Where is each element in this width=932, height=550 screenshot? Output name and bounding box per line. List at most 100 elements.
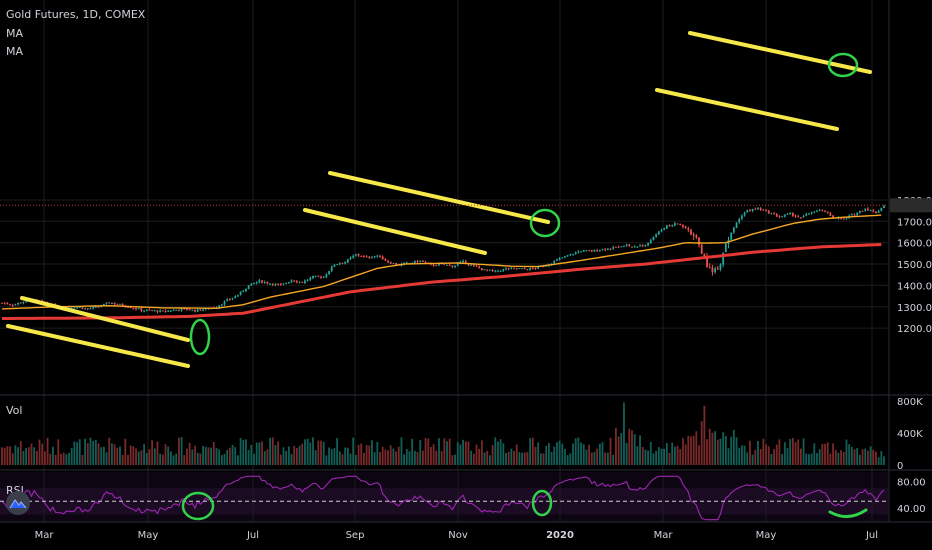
volume-bar bbox=[309, 442, 312, 465]
candle-body bbox=[148, 309, 151, 311]
candle-body bbox=[706, 256, 708, 268]
rsi-line bbox=[1, 475, 885, 521]
volume-bar bbox=[140, 450, 143, 465]
candle-body bbox=[92, 307, 95, 309]
volume-bar bbox=[547, 443, 550, 465]
candle-body bbox=[609, 248, 612, 250]
volume-bar bbox=[829, 453, 832, 465]
volume-bar bbox=[65, 454, 68, 465]
candle-body bbox=[298, 281, 301, 283]
volume-bar bbox=[253, 453, 255, 465]
volume-bar bbox=[834, 449, 837, 465]
candle-body bbox=[842, 218, 845, 220]
volume-bar bbox=[183, 455, 186, 465]
volume-bar bbox=[363, 452, 365, 465]
candle-body bbox=[274, 283, 277, 286]
volume-bar bbox=[513, 451, 515, 465]
candle-body bbox=[226, 299, 229, 302]
volume-bar bbox=[765, 444, 767, 465]
volume-bar bbox=[161, 454, 164, 465]
time-tick-label: Nov bbox=[448, 530, 468, 541]
volume-bar bbox=[325, 455, 328, 465]
volume-bar bbox=[783, 442, 786, 465]
candle-body bbox=[438, 263, 440, 266]
candle-body bbox=[312, 275, 314, 279]
volume-bar bbox=[446, 441, 448, 465]
candle-body bbox=[135, 308, 137, 310]
candle-body bbox=[231, 297, 234, 300]
candle-body bbox=[451, 265, 454, 268]
volume-bar bbox=[778, 439, 781, 465]
candle-body bbox=[850, 214, 853, 216]
candle-body bbox=[446, 264, 448, 266]
volume-bar bbox=[282, 447, 285, 465]
candle-body bbox=[242, 290, 245, 292]
candle-body bbox=[606, 248, 609, 250]
candle-body bbox=[759, 208, 762, 211]
candle-body bbox=[151, 309, 154, 311]
volume-bar bbox=[700, 421, 703, 465]
time-tick-label: Mar bbox=[35, 530, 55, 541]
volume-bar bbox=[320, 440, 322, 465]
candle-body bbox=[413, 260, 416, 264]
volume-bar bbox=[515, 444, 518, 465]
volume-bar bbox=[652, 453, 655, 465]
volume-bar bbox=[832, 443, 834, 465]
candle-body bbox=[480, 268, 483, 270]
volume-bar bbox=[137, 451, 140, 465]
candle-body bbox=[502, 269, 505, 271]
candle-body bbox=[794, 215, 797, 217]
volume-bar bbox=[746, 452, 749, 465]
volume-bar bbox=[14, 445, 17, 465]
candle-body bbox=[518, 268, 521, 270]
volume-bar bbox=[730, 436, 733, 465]
candle-body bbox=[665, 225, 668, 229]
candle-body bbox=[649, 239, 652, 244]
volume-bar bbox=[207, 447, 210, 465]
volume-bar bbox=[132, 446, 135, 465]
volume-bar bbox=[204, 446, 207, 465]
candle-body bbox=[821, 210, 824, 212]
breakout-circle bbox=[189, 318, 211, 356]
candle-body bbox=[660, 230, 663, 232]
candle-body bbox=[872, 210, 875, 212]
volume-bar bbox=[336, 438, 339, 465]
candle-body bbox=[641, 244, 644, 246]
volume-bar bbox=[1, 447, 3, 465]
candle-body bbox=[127, 306, 129, 308]
volume-bar bbox=[620, 433, 623, 465]
volume-bar bbox=[389, 445, 392, 465]
volume-bar bbox=[679, 449, 682, 465]
candle-body bbox=[867, 208, 869, 211]
volume-bar bbox=[237, 455, 239, 465]
volume-bar bbox=[636, 446, 639, 465]
volume-bar bbox=[572, 443, 574, 465]
candle-body bbox=[757, 207, 759, 210]
candle-body bbox=[159, 310, 162, 312]
volume-bar bbox=[298, 445, 301, 465]
candle-body bbox=[161, 310, 164, 312]
volume-bar bbox=[317, 440, 320, 465]
candle-body bbox=[17, 302, 19, 305]
candle-body bbox=[360, 255, 363, 257]
volume-bar bbox=[381, 446, 384, 465]
candle-body bbox=[405, 262, 408, 264]
candle-body bbox=[582, 250, 585, 252]
volume-bar bbox=[633, 434, 636, 465]
candle-body bbox=[690, 229, 692, 235]
volume-bar bbox=[295, 447, 298, 465]
volume-tick-label: 0 bbox=[897, 461, 903, 472]
volume-bar bbox=[451, 455, 454, 465]
volume-bar bbox=[561, 443, 564, 465]
volume-bar bbox=[732, 429, 735, 465]
candle-body bbox=[199, 309, 202, 311]
rsi-trend-arc bbox=[828, 508, 868, 518]
volume-bar bbox=[188, 442, 191, 465]
volume-bar bbox=[714, 431, 717, 465]
candle-body bbox=[328, 271, 330, 275]
candle-body bbox=[531, 267, 534, 269]
volume-bar bbox=[78, 439, 81, 465]
tradingview-logo-icon[interactable] bbox=[6, 491, 30, 515]
volume-bar bbox=[797, 439, 800, 465]
